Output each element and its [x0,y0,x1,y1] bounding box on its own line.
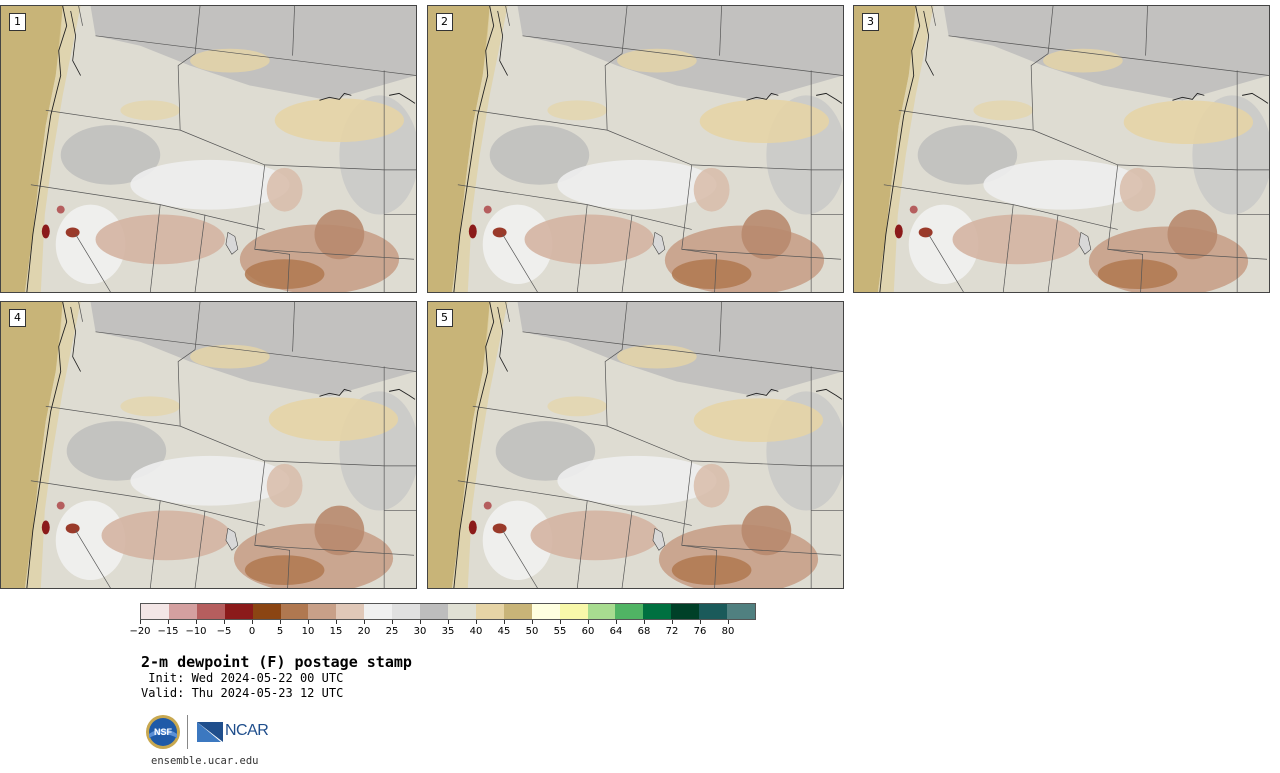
colorbar-swatch [141,604,169,619]
dewpoint-map [854,6,1269,292]
member-label: 3 [862,13,879,31]
colorbar-swatch [531,604,560,619]
colorbar-tick-label: 15 [329,626,343,637]
colorbar-swatch [587,604,616,619]
colorbar-swatch [252,604,281,619]
colorbar-tickmark [196,620,197,624]
logos: NSF NCAR [145,713,285,753]
colorbar-tick-label: 76 [693,626,707,637]
colorbar-swatch [224,604,253,619]
colorbar-tick-label: 80 [721,626,735,637]
colorbar-tickmark [700,620,701,624]
colorbar-tickmark [336,620,337,624]
colorbar-tickmark [252,620,253,624]
colorbar-tick-label: 45 [497,626,511,637]
colorbar-tick-label: 68 [637,626,651,637]
colorbar-tickmark [560,620,561,624]
ncar-logo-icon [197,722,223,742]
colorbar-tick-label: 64 [609,626,623,637]
ncar-logo-text: NCAR [225,722,269,739]
site-url: ensemble.ucar.edu [151,755,259,767]
colorbar-tick-label: 25 [385,626,399,637]
colorbar-swatch [447,604,476,619]
colorbar-tickmark [476,620,477,624]
colorbar-ticks: −20 −15 −10 −5 0 5 10 15 20 25 30 35 40 45 50 55 60 64 68 7… [129,620,756,640]
colorbar-tickmark [616,620,617,624]
colorbar-swatch [699,604,728,619]
colorbar-swatch [168,604,197,619]
colorbar-swatch [392,604,421,619]
colorbar-tickmark [392,620,393,624]
colorbar-tick-label: 0 [248,626,256,637]
dewpoint-map [1,302,416,588]
colorbar-tickmark [644,620,645,624]
colorbar-swatch [475,604,504,619]
map-title: 2-m dewpoint (F) postage stamp [141,653,412,671]
colorbar-swatch [364,604,393,619]
colorbar-tick-label: 72 [665,626,679,637]
colorbar-tick-label: −10 [185,626,207,637]
colorbar-swatch [308,604,337,619]
colorbar-tickmark [588,620,589,624]
dewpoint-map [1,6,416,292]
map-panel-2: 2 [427,5,844,293]
colorbar-swatch [420,604,448,619]
colorbar-tickmark [420,620,421,624]
logo-divider [187,715,188,749]
colorbar-tick-label: 35 [441,626,455,637]
init-time: Init: Wed 2024-05-22 00 UTC [141,671,344,685]
colorbar-tick-label: 20 [357,626,371,637]
colorbar-tick-label: 5 [276,626,284,637]
member-label: 4 [9,309,26,327]
nsf-logo-text: NSF [154,727,173,737]
dewpoint-map [428,302,843,588]
colorbar-swatch [336,604,365,619]
colorbar-tickmark [532,620,533,624]
colorbar-swatch [559,604,588,619]
colorbar-swatch [280,604,309,619]
member-label: 2 [436,13,453,31]
colorbar-swatch [671,604,700,619]
member-label: 1 [9,13,26,31]
member-label: 5 [436,309,453,327]
map-panel-3: 3 [853,5,1270,293]
colorbar-swatch [196,604,225,619]
colorbar-tickmark [728,620,729,624]
colorbar-tick-label: −15 [157,626,179,637]
nsf-logo-icon: NSF [146,715,180,749]
colorbar-tick-label: 10 [301,626,315,637]
colorbar-tickmark [672,620,673,624]
colorbar-swatch [643,604,672,619]
colorbar-tick-label: −5 [216,626,232,637]
valid-time: Valid: Thu 2024-05-23 12 UTC [141,686,344,700]
colorbar-tickmark [224,620,225,624]
colorbar-tickmark [140,620,141,624]
colorbar-tickmark [308,620,309,624]
colorbar-tickmark [504,620,505,624]
colorbar-tick-label: 40 [469,626,483,637]
map-panel-4: 4 [0,301,417,589]
colorbar-swatch [615,604,644,619]
map-panel-1: 1 [0,5,417,293]
colorbar-swatch [503,604,532,619]
colorbar-swatch [727,604,755,619]
colorbar-tickmark [364,620,365,624]
colorbar-tickmark [448,620,449,624]
colorbar-tick-label: 30 [413,626,427,637]
colorbar-tickmark [280,620,281,624]
colorbar-tick-label: 55 [553,626,567,637]
colorbar-tickmark [168,620,169,624]
colorbar [140,603,756,620]
dewpoint-map [428,6,843,292]
colorbar-tick-label: 50 [525,626,539,637]
colorbar-tick-label: 60 [581,626,595,637]
map-panel-5: 5 [427,301,844,589]
colorbar-tick-label: −20 [129,626,151,637]
